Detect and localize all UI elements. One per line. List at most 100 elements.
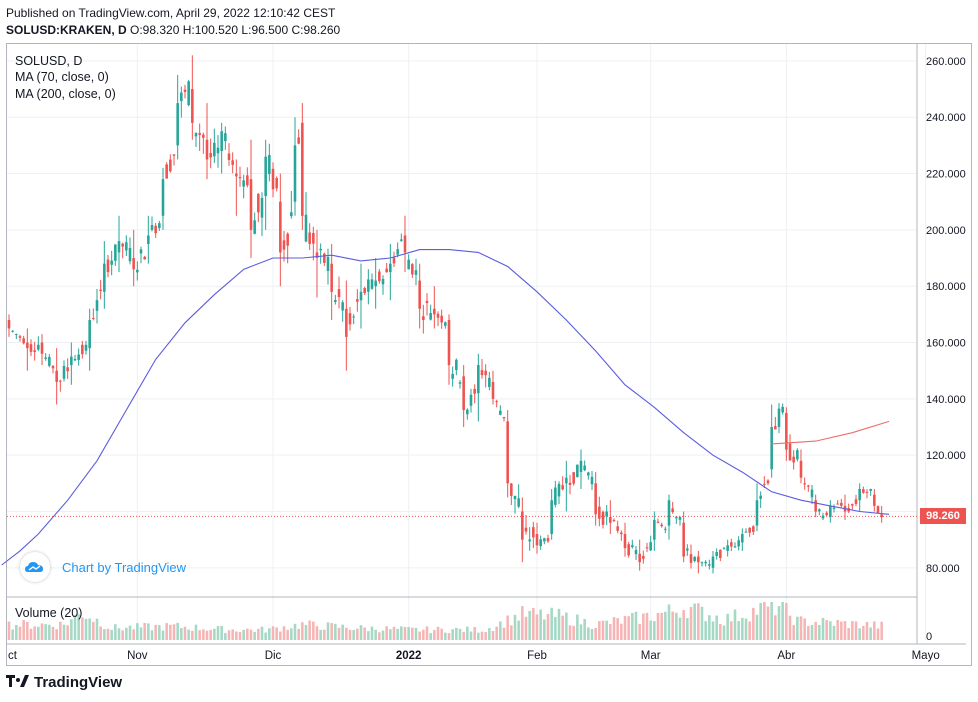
candle (634, 549, 638, 555)
candle (616, 526, 619, 531)
volume-bar (414, 627, 418, 640)
volume-bar (667, 604, 671, 640)
volume-bar (114, 624, 117, 640)
volume-bar (623, 615, 627, 640)
candle (48, 356, 51, 366)
volume-bar (722, 625, 726, 640)
volume-bar (821, 617, 825, 640)
candle (227, 153, 231, 160)
candle (411, 264, 414, 275)
candle (301, 122, 304, 216)
x-tick-label: Mar (641, 650, 661, 662)
candle (330, 263, 333, 292)
candle (814, 500, 817, 512)
volume-bar (440, 628, 443, 640)
candle (733, 546, 737, 548)
volume-bar (290, 628, 293, 640)
y-tick-label: 200.000 (926, 225, 966, 237)
volume-bar (330, 623, 333, 640)
candle (121, 243, 124, 247)
chart-frame[interactable] (6, 43, 972, 666)
footer-brand[interactable]: TradingView (6, 674, 122, 691)
volume-bar (700, 606, 704, 640)
candle (455, 359, 458, 371)
volume-bar (796, 616, 799, 640)
volume-bar (711, 621, 715, 640)
volume-bar (172, 624, 176, 640)
candle (854, 499, 858, 504)
volume-bar (554, 617, 557, 640)
candle (348, 313, 352, 325)
volume-bar (781, 602, 784, 640)
volume-bar (44, 624, 47, 640)
volume-bar (253, 631, 256, 640)
volume-bar (656, 612, 660, 640)
candle (576, 464, 579, 478)
volume-bar (539, 609, 542, 640)
candle (62, 365, 66, 379)
volume-bar (755, 614, 759, 640)
volume-bar (18, 626, 22, 640)
volume-bar (792, 625, 795, 640)
volume-bar (451, 629, 454, 640)
volume-bar (609, 624, 612, 640)
candle (528, 539, 531, 542)
volume-bar (136, 623, 139, 640)
candle (103, 263, 106, 292)
candle (829, 505, 832, 518)
last-price-label: 98.260 (920, 508, 966, 525)
candle (55, 370, 58, 382)
footer-brand-text: TradingView (34, 674, 123, 691)
candle (480, 370, 484, 376)
candle (26, 342, 29, 349)
candle (755, 500, 759, 526)
candle (876, 506, 880, 513)
volume-bar (238, 632, 242, 640)
candle (631, 545, 634, 548)
candle (444, 322, 447, 326)
chart-by-tradingview-badge[interactable]: Chart by TradingView (20, 552, 186, 582)
candle (44, 357, 47, 359)
candle (150, 225, 154, 230)
candle (385, 268, 388, 273)
candle (543, 538, 546, 542)
candle (286, 233, 289, 246)
volume-bar (660, 612, 663, 640)
volume-bar (33, 626, 36, 640)
volume-bar (165, 623, 168, 640)
candle (334, 299, 337, 303)
candle (792, 456, 795, 463)
candle (697, 556, 700, 563)
volume-bar (187, 629, 190, 640)
volume-bar (315, 626, 319, 640)
x-tick-label: Abr (777, 650, 795, 662)
volume-bar (374, 629, 377, 640)
volume-bar (447, 633, 451, 640)
candle (257, 193, 260, 213)
volume-bar (257, 628, 260, 640)
volume-bar (235, 631, 238, 640)
candle (840, 502, 843, 506)
volume-bar (484, 632, 487, 640)
volume-bar (425, 626, 429, 640)
volume-bar (220, 625, 223, 640)
candle (191, 89, 194, 123)
candle (726, 545, 729, 551)
volume-bar (139, 627, 143, 640)
volume-bar (334, 623, 337, 640)
volume-bar (367, 631, 370, 640)
volume-bar (550, 607, 553, 640)
candle (220, 131, 223, 152)
candle (539, 539, 542, 547)
candle (506, 421, 509, 484)
candle (774, 426, 777, 430)
volume-bar (458, 628, 462, 640)
volume-bar (546, 614, 550, 640)
candle (293, 145, 297, 202)
candle (788, 443, 792, 461)
volume-bar (601, 620, 605, 640)
candle (117, 241, 121, 253)
candle (37, 344, 40, 350)
candle (535, 534, 539, 546)
